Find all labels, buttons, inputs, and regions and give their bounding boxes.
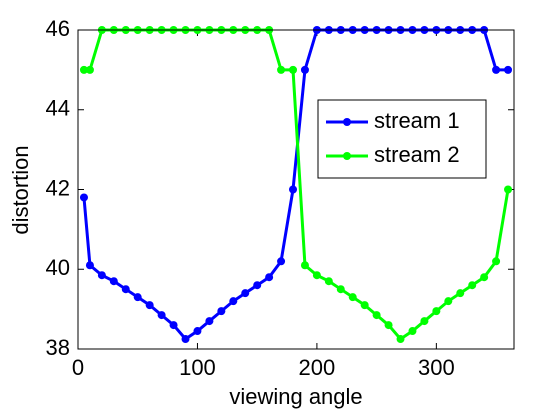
point (444, 297, 453, 306)
point (384, 321, 393, 330)
point (480, 273, 489, 282)
point (456, 289, 465, 298)
legend-marker (343, 118, 351, 126)
y-tick-label: 40 (46, 255, 70, 280)
point (85, 261, 94, 270)
point (97, 271, 106, 280)
point (504, 185, 513, 194)
point (277, 257, 286, 266)
point (169, 321, 178, 330)
plot-frame (77, 29, 515, 350)
y-tick-label: 46 (46, 16, 70, 41)
point (468, 281, 477, 290)
point (289, 65, 298, 74)
point (217, 307, 226, 316)
point (265, 273, 274, 282)
point (300, 65, 309, 74)
point (79, 65, 88, 74)
legend-marker (343, 152, 351, 160)
x-axis-label: viewing angle (229, 384, 362, 409)
point (241, 289, 250, 298)
point (289, 185, 298, 194)
point (145, 301, 154, 310)
point (277, 65, 286, 74)
x-tick-label: 300 (418, 355, 455, 380)
y-tick-label: 42 (46, 175, 70, 200)
point (300, 261, 309, 270)
point (432, 307, 441, 316)
point (79, 193, 88, 202)
point (420, 317, 429, 326)
y-axis-label: distortion (8, 145, 33, 234)
point (408, 327, 417, 336)
legend-box (317, 99, 487, 179)
point (121, 285, 130, 294)
y-tick-label: 44 (46, 96, 70, 121)
point (181, 335, 190, 344)
point (504, 65, 513, 74)
point (157, 311, 166, 320)
point (133, 293, 142, 302)
point (205, 317, 214, 326)
legend: stream 1 stream 2 (317, 99, 487, 179)
point (492, 257, 501, 266)
point (360, 301, 369, 310)
x-tick-label: 100 (179, 355, 216, 380)
y-tick-label: 38 (46, 335, 70, 360)
legend-label: stream 1 (374, 108, 460, 133)
point (336, 285, 345, 294)
point (229, 297, 238, 306)
point (324, 277, 333, 286)
point (109, 277, 118, 286)
point (85, 65, 94, 74)
point (348, 293, 357, 302)
legend-label: stream 2 (374, 142, 460, 167)
point (312, 271, 321, 280)
x-tick-label: 200 (299, 355, 336, 380)
x-tick-label: 0 (72, 355, 84, 380)
point (193, 327, 202, 336)
point (372, 311, 381, 320)
point (253, 281, 262, 290)
point (396, 335, 405, 344)
point (492, 65, 501, 74)
